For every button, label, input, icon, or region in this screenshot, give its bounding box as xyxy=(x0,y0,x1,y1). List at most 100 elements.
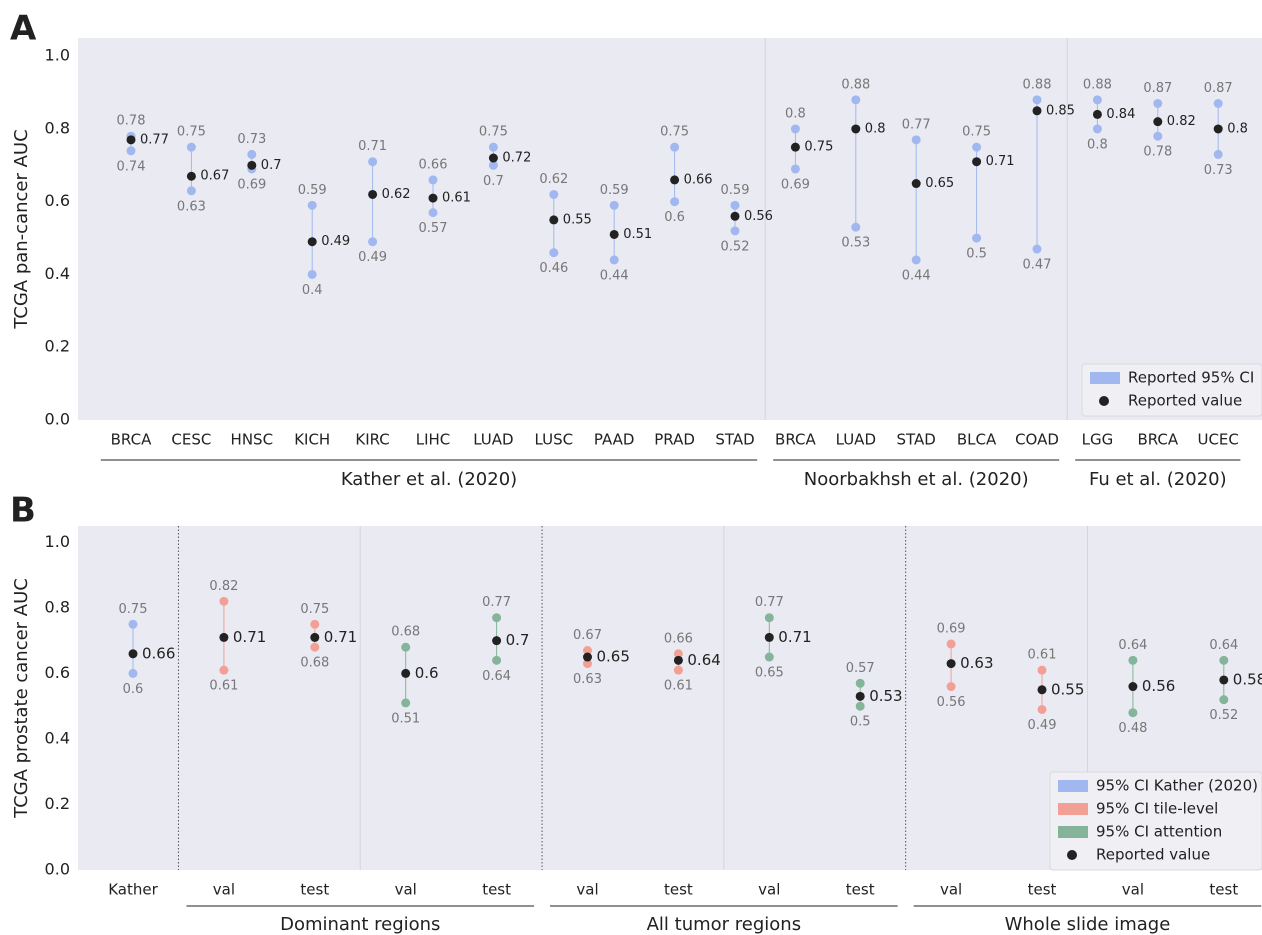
x-tick-label: LUAD xyxy=(836,431,876,449)
ci-high-label: 0.62 xyxy=(539,172,568,187)
ci-high-label: 0.77 xyxy=(482,595,511,610)
value-label: 0.71 xyxy=(778,628,811,646)
value-dot xyxy=(1153,117,1163,127)
legend-swatch xyxy=(1058,803,1088,815)
y-tick-label: 0.4 xyxy=(45,728,70,747)
group-label: Fu et al. (2020) xyxy=(1089,469,1227,490)
ci-low-label: 0.44 xyxy=(600,268,629,283)
y-tick-label: 0.2 xyxy=(45,794,70,813)
ci-high-label: 0.64 xyxy=(1209,638,1238,653)
ci-low-label: 0.6 xyxy=(123,682,144,697)
ci-high xyxy=(790,124,800,134)
value-label: 0.51 xyxy=(623,227,652,242)
ci-high xyxy=(488,142,498,152)
legend-label: 95% CI tile-level xyxy=(1096,800,1218,818)
value-dot xyxy=(310,632,320,642)
ci-high-label: 0.75 xyxy=(660,125,689,140)
x-tick-label: LIHC xyxy=(416,431,451,449)
y-tick-label: 0.0 xyxy=(45,410,70,429)
ci-low-label: 0.65 xyxy=(755,666,784,681)
ci-low-label: 0.61 xyxy=(664,679,693,694)
value-dot xyxy=(855,691,865,701)
ci-low-label: 0.52 xyxy=(1209,708,1238,723)
value-label: 0.8 xyxy=(865,121,886,136)
legend-box xyxy=(1081,363,1262,417)
value-dot xyxy=(401,668,411,678)
value-label: 0.53 xyxy=(869,687,902,705)
ci-low xyxy=(368,237,378,247)
ci-low xyxy=(307,269,317,279)
ci-low xyxy=(730,226,740,236)
y-tick-label: 0.4 xyxy=(45,264,70,283)
value-dot xyxy=(1037,685,1047,695)
ci-low xyxy=(972,233,982,243)
ci-low xyxy=(583,659,592,669)
ci-low xyxy=(126,146,136,156)
ci-low xyxy=(128,668,138,678)
x-tick-label: STAD xyxy=(715,431,754,449)
ci-high xyxy=(1153,98,1163,108)
ci-high xyxy=(673,649,683,659)
ci-high-label: 0.8 xyxy=(785,106,806,121)
ci-high xyxy=(583,645,592,655)
group-label: All tumor regions xyxy=(647,914,801,935)
ci-high xyxy=(1037,665,1047,675)
legend-box xyxy=(1049,771,1262,871)
ci-low-label: 0.6 xyxy=(664,210,685,225)
ci-high xyxy=(1092,95,1102,105)
legend-label: 95% CI attention xyxy=(1096,823,1222,841)
ci-low-label: 0.63 xyxy=(177,199,206,214)
ci-low-label: 0.56 xyxy=(937,695,966,710)
value-label: 0.71 xyxy=(233,628,266,646)
value-label: 0.49 xyxy=(321,234,350,249)
value-dot xyxy=(1092,109,1102,119)
legend-label: Reported value xyxy=(1128,392,1242,410)
ci-low-label: 0.49 xyxy=(358,250,387,265)
x-tick-label: UCEC xyxy=(1197,431,1238,449)
value-dot xyxy=(186,171,196,181)
ci-low-label: 0.69 xyxy=(237,177,266,192)
value-label: 0.63 xyxy=(960,654,993,672)
x-tick-label: STAD xyxy=(897,431,936,449)
ci-low-label: 0.51 xyxy=(391,711,420,726)
ci-low xyxy=(549,248,559,258)
x-tick-label: HNSC xyxy=(231,431,274,449)
legend-label: Reported value xyxy=(1096,846,1210,864)
ci-high-label: 0.78 xyxy=(117,114,146,129)
value-dot xyxy=(549,215,559,225)
x-tick-label: PAAD xyxy=(594,431,635,449)
value-dot xyxy=(730,211,740,221)
ci-high xyxy=(1032,95,1042,105)
ci-low xyxy=(1037,704,1047,714)
ci-low xyxy=(946,682,956,692)
group-label: Kather et al. (2020) xyxy=(341,469,517,490)
ci-low xyxy=(488,160,498,170)
ci-high-label: 0.87 xyxy=(1204,81,1233,96)
legend-swatch xyxy=(1090,372,1120,384)
x-tick-label: KIRC xyxy=(355,431,389,449)
ci-high xyxy=(972,142,982,152)
value-label: 0.66 xyxy=(142,644,175,662)
ci-high xyxy=(1213,98,1223,108)
ci-high xyxy=(128,619,138,629)
value-dot xyxy=(307,237,317,247)
value-label: 0.66 xyxy=(684,172,713,187)
value-dot xyxy=(609,229,619,239)
ci-high-label: 0.88 xyxy=(1083,77,1112,92)
ci-low-label: 0.61 xyxy=(209,679,238,694)
ci-high-label: 0.66 xyxy=(419,157,448,172)
legend-marker xyxy=(1099,396,1109,406)
ci-low xyxy=(1092,124,1102,134)
value-label: 0.77 xyxy=(140,132,169,147)
x-tick-label: LUSC xyxy=(535,431,574,449)
ci-high-label: 0.71 xyxy=(358,139,387,154)
x-tick-label: val xyxy=(940,881,962,899)
value-label: 0.82 xyxy=(1167,114,1196,129)
ci-high-label: 0.75 xyxy=(177,125,206,140)
group-label: Whole slide image xyxy=(1005,914,1171,935)
ci-high-label: 0.88 xyxy=(841,77,870,92)
ci-high-label: 0.88 xyxy=(1023,77,1052,92)
plot-area xyxy=(78,38,1262,420)
ci-high xyxy=(670,142,680,152)
ci-high-label: 0.64 xyxy=(1118,638,1147,653)
